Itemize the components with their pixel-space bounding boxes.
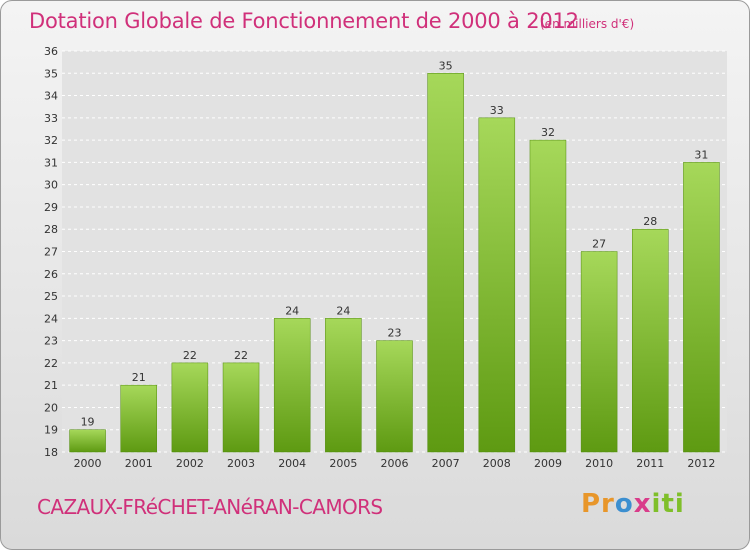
y-tick-label: 27	[44, 246, 58, 259]
bar-2008	[478, 117, 516, 453]
value-label: 19	[81, 416, 95, 429]
commune-name: CAZAUX-FRéCHET-ANéRAN-CAMORS	[37, 495, 383, 519]
y-tick-label: 20	[44, 401, 58, 414]
value-label: 28	[643, 215, 657, 228]
y-tick-label: 18	[44, 446, 58, 459]
x-tick-label: 2006	[381, 457, 409, 470]
value-label: 35	[439, 59, 453, 72]
value-label: 22	[183, 349, 197, 362]
y-tick-label: 22	[44, 357, 58, 370]
bar-2005	[325, 318, 362, 453]
y-tick-label: 33	[44, 112, 58, 125]
y-tick-label: 21	[44, 379, 58, 392]
bar-2001	[120, 384, 157, 453]
y-tick-label: 30	[44, 179, 58, 192]
y-tick-label: 19	[44, 424, 58, 437]
bar-2009	[529, 139, 567, 453]
x-tick-label: 2007	[432, 457, 460, 470]
value-label: 32	[541, 126, 555, 139]
y-tick-label: 26	[44, 268, 58, 281]
x-tick-labels: 2000 2001 2002 2003 2004 2005 2006 2007 2008 2009…	[74, 457, 716, 470]
y-tick-label: 23	[44, 335, 58, 348]
x-tick-label: 2000	[74, 457, 102, 470]
y-tick-label: 29	[44, 201, 58, 214]
y-tick-label: 34	[44, 90, 58, 103]
x-tick-label: 2008	[483, 457, 511, 470]
x-tick-label: 2009	[534, 457, 562, 470]
bar-2011	[632, 228, 669, 453]
y-tick-label: 31	[44, 156, 58, 169]
value-label: 21	[132, 371, 146, 384]
x-tick-label: 2005	[329, 457, 357, 470]
y-tick-label: 35	[44, 67, 58, 80]
value-label: 24	[336, 304, 350, 317]
bar-2000	[69, 429, 106, 453]
x-tick-label: 2001	[125, 457, 153, 470]
value-label: 23	[388, 327, 402, 340]
bars	[69, 73, 720, 453]
y-tick-label: 24	[44, 312, 58, 325]
value-label: 24	[285, 304, 299, 317]
x-tick-label: 2003	[227, 457, 255, 470]
chart-title: Dotation Globale de Fonctionnement de 20…	[29, 9, 579, 33]
bar-2012	[683, 162, 720, 453]
chart-unit: (en milliers d'€)	[540, 17, 635, 31]
y-tick-label: 25	[44, 290, 58, 303]
value-labels: 19 21 22 22 24 24 23 35 33 32 27 28 31	[81, 59, 709, 428]
x-tick-label: 2012	[687, 457, 715, 470]
x-tick-label: 2004	[278, 457, 306, 470]
proxiti-logo: Proxiti	[581, 489, 685, 519]
x-tick-label: 2011	[636, 457, 664, 470]
x-tick-label: 2010	[585, 457, 613, 470]
bar-2010	[580, 251, 618, 453]
bar-2004	[273, 318, 311, 453]
bar-2002	[171, 362, 209, 453]
value-label: 27	[592, 238, 606, 251]
y-tick-labels: 18 19 20 21 22 23 24 25 26 27 28 29 30 31 32 33 34 35 36	[44, 45, 58, 459]
y-tick-label: 32	[44, 134, 58, 147]
value-label: 33	[490, 104, 504, 117]
bar-2007	[427, 73, 464, 453]
value-label: 31	[694, 148, 708, 161]
bar-2003	[222, 362, 260, 453]
bar-2006	[376, 340, 413, 453]
y-tick-label: 36	[44, 45, 58, 58]
y-tick-label: 28	[44, 223, 58, 236]
value-label: 22	[234, 349, 248, 362]
x-tick-label: 2002	[176, 457, 204, 470]
